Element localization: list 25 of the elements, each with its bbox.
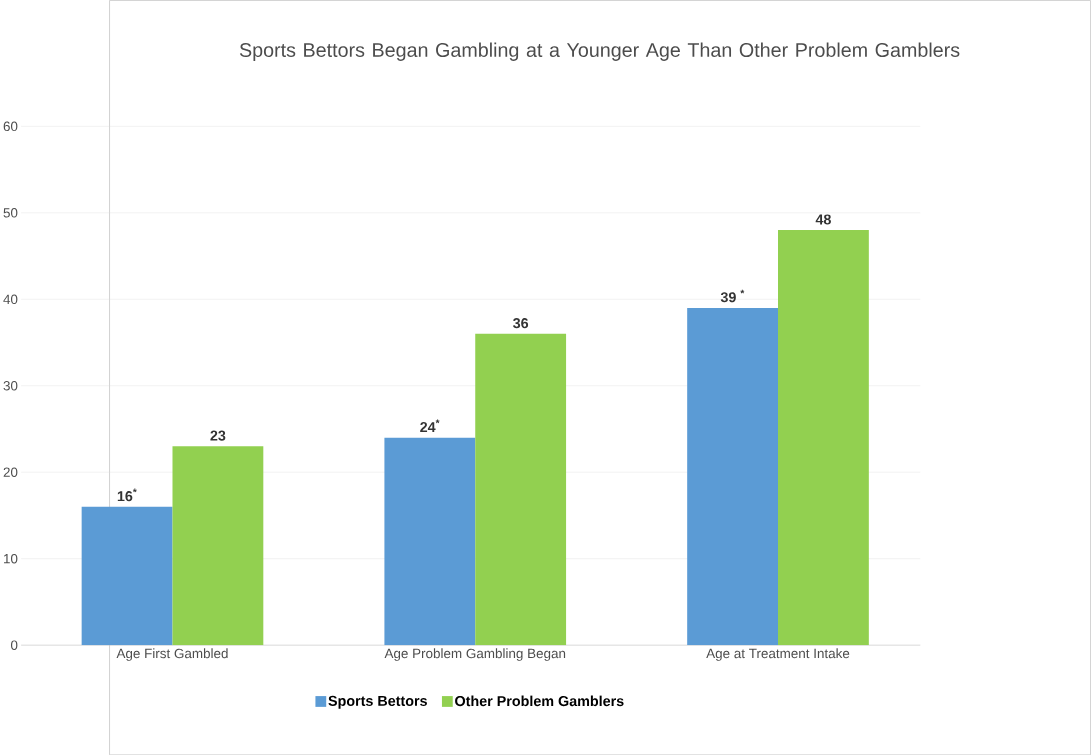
data-label: 39 $^{*}$ <box>720 289 745 303</box>
bar <box>81 506 173 646</box>
y-tick-label: 30 <box>3 380 18 391</box>
data-label: 23 <box>210 430 226 441</box>
x-tick-label: Age First Gambled <box>116 648 228 661</box>
bar <box>778 229 869 646</box>
bar <box>172 446 264 646</box>
data-label: 36 <box>513 317 529 329</box>
y-tick-label: 50 <box>3 207 18 218</box>
data-label: 48 <box>815 214 831 225</box>
y-tick-label: 60 <box>3 121 18 131</box>
x-tick-label: Age at Treatment Intake <box>706 648 850 661</box>
data-label: 16$^{*}$ <box>117 488 137 502</box>
bar <box>384 437 476 646</box>
bar <box>687 307 779 646</box>
y-tick-label: 0 <box>10 640 18 650</box>
data-label: 24$^{*}$ <box>420 419 440 432</box>
legend-label: Sports Bettors <box>328 695 427 709</box>
y-tick-label: 20 <box>3 467 18 477</box>
y-tick-label: 40 <box>3 294 18 304</box>
legend-label: Other Problem Gamblers <box>455 695 624 706</box>
chart-title: Sports Bettors Began Gambling at a Younger Age Than Other Problem Gamblers <box>239 42 960 61</box>
x-tick-label: Age Problem Gambling Began <box>384 648 566 661</box>
y-tick-label: 10 <box>4 553 18 564</box>
bar <box>475 333 567 646</box>
